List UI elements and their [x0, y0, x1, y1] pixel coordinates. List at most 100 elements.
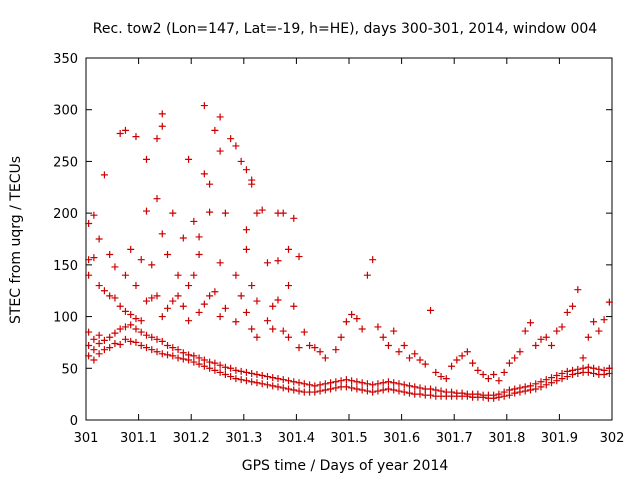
data-point [148, 261, 156, 269]
data-point [542, 333, 550, 341]
data-point [427, 385, 435, 393]
data-point [374, 323, 382, 331]
data-point [458, 352, 466, 360]
data-point [216, 113, 224, 121]
data-point [216, 259, 224, 267]
data-point [384, 385, 392, 393]
data-point [216, 147, 224, 155]
data-point [153, 335, 161, 343]
data-point [242, 226, 250, 234]
data-point [558, 323, 566, 331]
data-point [158, 110, 166, 118]
data-point [242, 368, 250, 376]
data-point [185, 282, 193, 290]
data-point [269, 325, 277, 333]
data-point [253, 370, 261, 378]
data-point [290, 386, 298, 394]
data-point [121, 126, 129, 134]
data-point [321, 380, 329, 388]
data-point [332, 346, 340, 354]
data-point [421, 360, 429, 368]
data-point [384, 342, 392, 350]
data-point [190, 358, 198, 366]
data-point [316, 348, 324, 356]
data-point [248, 176, 256, 184]
data-point [232, 366, 240, 374]
data-point [190, 217, 198, 225]
data-point [216, 361, 224, 369]
data-point [132, 338, 140, 346]
data-point [384, 378, 392, 386]
data-point [85, 342, 93, 350]
data-point [142, 297, 150, 305]
data-point [369, 388, 377, 396]
data-point [121, 271, 129, 279]
data-point [453, 356, 461, 364]
data-point [237, 376, 245, 384]
data-point [190, 352, 198, 360]
data-point [416, 384, 424, 392]
data-point [90, 346, 98, 354]
plot-frame [85, 57, 613, 421]
data-point [106, 344, 114, 352]
data-point [237, 367, 245, 375]
data-point [458, 389, 466, 397]
data-point [211, 126, 219, 134]
data-point [285, 282, 293, 290]
data-point [548, 374, 556, 382]
data-point [116, 302, 124, 310]
data-point [153, 292, 161, 300]
data-point [563, 367, 571, 375]
data-point [442, 375, 450, 383]
data-point [511, 385, 519, 393]
y-tick-label: 150 [53, 259, 78, 274]
data-point [542, 376, 550, 384]
data-point [327, 379, 335, 387]
data-point [553, 372, 561, 380]
data-point [579, 364, 587, 372]
data-point [127, 337, 135, 345]
data-point [90, 254, 98, 262]
data-point [174, 271, 182, 279]
data-point [411, 383, 419, 391]
data-point [158, 313, 166, 321]
data-point [200, 356, 208, 364]
data-point [132, 325, 140, 333]
x-tick-label: 301.5 [330, 431, 367, 446]
data-point [111, 263, 119, 271]
data-point [526, 319, 534, 327]
data-point [137, 328, 145, 336]
data-point [100, 346, 108, 354]
data-point [158, 350, 166, 358]
data-point [227, 373, 235, 381]
data-point [253, 379, 261, 387]
y-tick-label: 350 [53, 52, 78, 67]
data-point [158, 122, 166, 130]
data-point [85, 328, 93, 336]
data-point [548, 342, 556, 350]
data-point [263, 317, 271, 325]
data-point [132, 133, 140, 141]
data-point [169, 352, 177, 360]
data-point [605, 298, 613, 306]
data-point [258, 372, 266, 380]
data-point [269, 374, 277, 382]
data-point [127, 311, 135, 319]
data-point [342, 376, 350, 384]
data-point [395, 380, 403, 388]
data-point [595, 327, 603, 335]
data-point [379, 386, 387, 394]
data-point [311, 382, 319, 390]
data-point [537, 378, 545, 386]
x-tick-label: 301.7 [436, 431, 473, 446]
data-point [132, 315, 140, 323]
data-point [390, 379, 398, 387]
data-point [106, 333, 114, 341]
data-point [400, 388, 408, 396]
data-point [153, 135, 161, 143]
data-point [179, 302, 187, 310]
data-point [248, 369, 256, 377]
data-point [148, 294, 156, 302]
data-point [185, 155, 193, 163]
data-point [290, 214, 298, 222]
